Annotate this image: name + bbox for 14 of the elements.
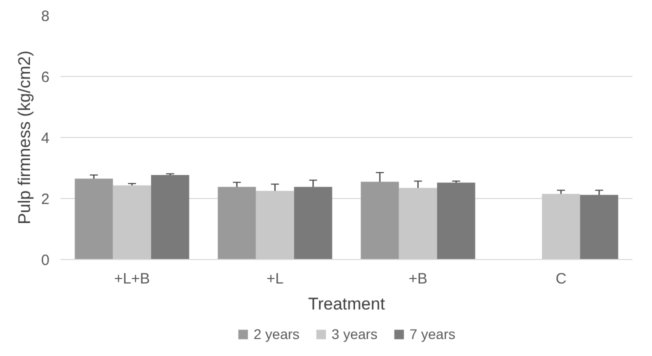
y-tick-label: 4 [41, 130, 50, 147]
y-tick-label: 6 [41, 69, 50, 86]
legend-label: 3 years [332, 326, 378, 342]
x-tick-label: +B [408, 270, 428, 288]
y-tick-label: 8 [41, 8, 50, 25]
x-axis-title: Treatment [308, 294, 386, 314]
x-tick-label: C [556, 270, 567, 288]
x-tick-label: +L [266, 270, 284, 288]
x-tick-label: +L+B [114, 270, 150, 288]
y-axis-title: Pulp firmness (kg/cm2) [15, 50, 34, 224]
legend-label: 7 years [409, 326, 456, 342]
y-tick-label: 0 [41, 252, 50, 269]
y-tick-label: 2 [41, 191, 50, 208]
legend-label: 2 years [254, 326, 300, 342]
